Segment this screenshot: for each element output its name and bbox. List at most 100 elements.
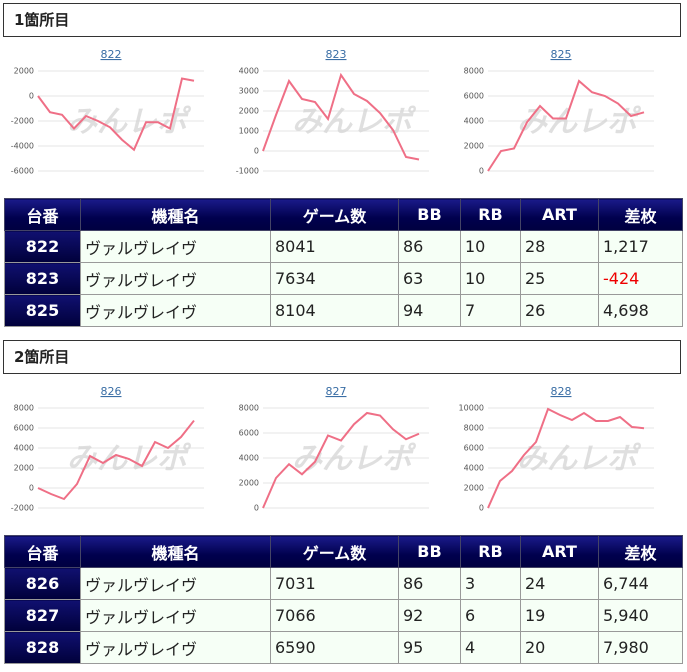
y-tick-label: 4000	[239, 67, 259, 76]
line-chart: 825 8000 6000 4000 2000 0 みんレポ	[464, 48, 654, 176]
header-cell: ゲーム数	[270, 535, 399, 568]
header-cell: 機種名	[80, 535, 271, 568]
y-tick-label: 1000	[239, 127, 259, 136]
y-tick-label: 8000	[14, 404, 34, 413]
y-tick-label: 0	[254, 504, 259, 513]
table-cell: 24	[520, 567, 599, 600]
header-cell: 台番	[4, 535, 81, 568]
table-cell: 20	[520, 631, 599, 664]
header-cell: ART	[520, 535, 599, 568]
table-cell: 6590	[270, 631, 399, 664]
table-row: 825 ヴァルヴレイヴ 8104 94 7 26 4,698	[4, 294, 683, 327]
chart-title-link[interactable]: 823	[326, 48, 347, 61]
table-cell: ヴァルヴレイヴ	[80, 631, 271, 664]
header-cell: BB	[398, 198, 461, 231]
table-cell: ヴァルヴレイヴ	[80, 294, 271, 327]
table-cell: 7	[460, 294, 521, 327]
y-tick-label: 4000	[464, 117, 484, 126]
chart-title-link[interactable]: 822	[101, 48, 122, 61]
watermark: みんレポ	[292, 442, 417, 477]
y-tick-label: 8000	[239, 404, 259, 413]
line-chart: 828 10000 8000 6000 4000 2000 0 みんレポ	[459, 385, 654, 513]
y-tick-label: 10000	[459, 404, 484, 413]
section-title: 1箇所目	[3, 3, 681, 37]
y-tick-label: 4000	[464, 464, 484, 473]
header-cell: RB	[460, 535, 521, 568]
y-tick-label: 0	[29, 484, 34, 493]
table-cell: ヴァルヴレイヴ	[80, 599, 271, 632]
chart-title-link[interactable]: 826	[101, 385, 122, 398]
chart-title-link[interactable]: 827	[326, 385, 347, 398]
table-cell: 827	[4, 599, 81, 632]
header-row: 台番 機種名 ゲーム数 BB RB ART 差枚	[4, 198, 683, 231]
header-cell: ゲーム数	[270, 198, 399, 231]
y-tick-label: 2000	[239, 107, 259, 116]
y-tick-label: 0	[29, 92, 34, 101]
table-cell: 4	[460, 631, 521, 664]
data-line	[487, 407, 645, 509]
y-tick-label: 2000	[464, 142, 484, 151]
table-cell: 95	[398, 631, 461, 664]
table-cell: 828	[4, 631, 81, 664]
table-cell: 822	[4, 230, 81, 263]
y-tick-label: 2000	[464, 484, 484, 493]
chart-title-link[interactable]: 825	[551, 48, 572, 61]
table-cell: 1,217	[598, 230, 683, 263]
table-cell: 28	[520, 230, 599, 263]
table-cell: 3	[460, 567, 521, 600]
table-cell: 7,980	[598, 631, 683, 664]
data-line	[262, 72, 420, 161]
y-tick-label: 4000	[14, 444, 34, 453]
data-line	[487, 79, 645, 172]
header-cell: 差枚	[598, 198, 683, 231]
header-cell: RB	[460, 198, 521, 231]
table-cell: -424	[598, 262, 683, 295]
table-row: 823 ヴァルヴレイヴ 7634 63 10 25 -424	[4, 262, 683, 295]
data-line	[37, 419, 195, 501]
table-cell: ヴァルヴレイヴ	[80, 230, 271, 263]
header-row: 台番 機種名 ゲーム数 BB RB ART 差枚	[4, 535, 683, 568]
table-cell: ヴァルヴレイヴ	[80, 262, 271, 295]
line-chart: 823 4000 3000 2000 1000 0 -1000 みんレポ	[236, 48, 429, 176]
chart-title-link[interactable]: 828	[551, 385, 572, 398]
y-tick-label: -2000	[11, 504, 34, 513]
header-cell: 機種名	[80, 198, 271, 231]
y-tick-label: 6000	[464, 92, 484, 101]
table-cell: 26	[520, 294, 599, 327]
table-row: 822 ヴァルヴレイヴ 8041 86 10 28 1,217	[4, 230, 683, 263]
table-cell: 19	[520, 599, 599, 632]
table-cell: 825	[4, 294, 81, 327]
watermark: みんレポ	[292, 105, 417, 140]
y-tick-label: 8000	[464, 424, 484, 433]
y-tick-label: -2000	[11, 117, 34, 126]
y-tick-label: 4000	[239, 454, 259, 463]
y-tick-label: -4000	[11, 142, 34, 151]
table-row: 828 ヴァルヴレイヴ 6590 95 4 20 7,980	[4, 631, 683, 664]
line-chart: 827 8000 6000 4000 2000 0 みんレポ	[239, 385, 429, 513]
data-table: 台番 機種名 ゲーム数 BB RB ART 差枚 822 ヴァルヴレイヴ 8041 86 10 28 1,…	[4, 198, 683, 327]
table-cell: 7031	[270, 567, 399, 600]
y-tick-label: -6000	[11, 167, 34, 176]
data-table: 台番 機種名 ゲーム数 BB RB ART 差枚 826 ヴァルヴレイヴ 7031 86 3 24 6,7…	[4, 535, 683, 664]
table-cell: 8041	[270, 230, 399, 263]
table-row: 827 ヴァルヴレイヴ 7066 92 6 19 5,940	[4, 599, 683, 632]
header-cell: 差枚	[598, 535, 683, 568]
y-tick-label: 0	[254, 147, 259, 156]
watermark: みんレポ	[67, 105, 192, 140]
table-cell: 94	[398, 294, 461, 327]
table-cell: 6	[460, 599, 521, 632]
table-cell: 6,744	[598, 567, 683, 600]
table-cell: 86	[398, 567, 461, 600]
header-cell: ART	[520, 198, 599, 231]
y-tick-label: 3000	[239, 87, 259, 96]
table-cell: 63	[398, 262, 461, 295]
table-cell: 8104	[270, 294, 399, 327]
header-cell: BB	[398, 535, 461, 568]
table-cell: 7634	[270, 262, 399, 295]
y-tick-label: 6000	[464, 444, 484, 453]
y-tick-label: 2000	[239, 479, 259, 488]
table-cell: 86	[398, 230, 461, 263]
line-chart: 822 2000 0 -2000 -4000 -6000 みんレポ	[11, 48, 204, 176]
watermark: みんレポ	[517, 105, 642, 140]
